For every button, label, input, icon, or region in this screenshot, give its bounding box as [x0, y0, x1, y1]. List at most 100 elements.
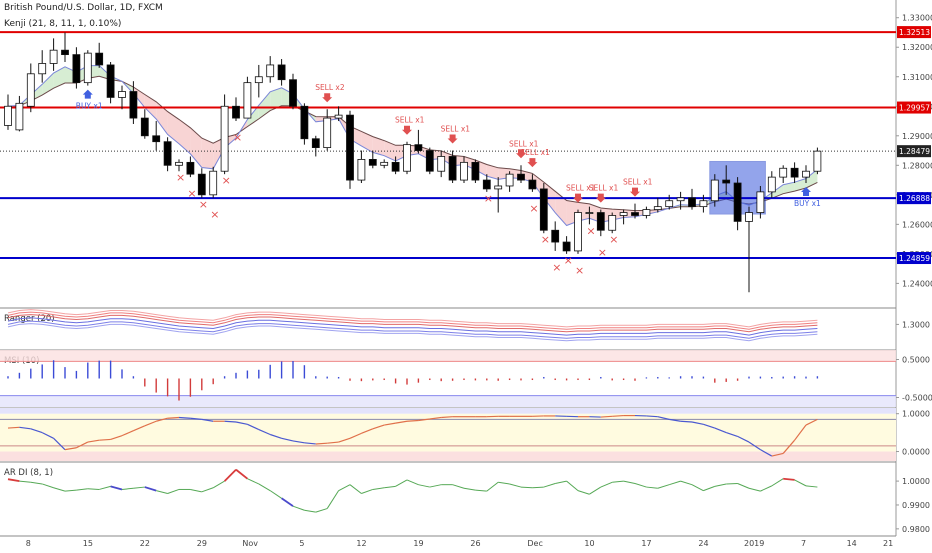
- x-tick-label: 17: [641, 539, 651, 548]
- candle-body: [700, 201, 707, 207]
- y-tick-label: 0.9900: [902, 501, 930, 510]
- candle-body: [176, 162, 183, 165]
- candle-body: [164, 142, 171, 166]
- sell-signal-label: SELL x1: [395, 116, 425, 125]
- chart-title: British Pound/U.S. Dollar, 1D, FXCM: [4, 3, 163, 13]
- y-tick-label: 1.28000: [902, 161, 932, 170]
- price-label: 1.32513: [899, 28, 930, 37]
- candle-body: [483, 180, 490, 189]
- ardi-segment: [407, 480, 418, 485]
- ardi-segment: [624, 481, 635, 483]
- sell-arrow-icon: [573, 194, 583, 203]
- y-tick-label: 1.31000: [902, 73, 932, 82]
- candle-body: [597, 213, 604, 231]
- candle-body: [278, 65, 285, 80]
- candle-body: [529, 180, 536, 189]
- ardi-segment: [42, 484, 53, 488]
- sell-arrow-icon: [596, 194, 606, 203]
- ardi-segment: [795, 480, 806, 486]
- sell-arrow-icon: [527, 158, 537, 167]
- candle-body: [50, 50, 57, 63]
- candle-body: [518, 174, 525, 180]
- candle-body: [609, 215, 616, 230]
- y-tick-label: 1.0000: [902, 410, 930, 419]
- ardi-segment: [54, 488, 65, 491]
- panel-title: AR DI (8, 1): [4, 468, 53, 478]
- candle-body: [16, 103, 23, 130]
- ardi-segment: [703, 486, 714, 490]
- candle-body: [141, 118, 148, 136]
- ardi-segment: [327, 491, 338, 509]
- candle-body: [84, 53, 91, 83]
- ranger-line: [8, 312, 817, 329]
- price-label: 1.26888: [899, 194, 930, 203]
- candle-body: [438, 156, 445, 171]
- candle-body: [358, 159, 365, 180]
- ardi-segment: [475, 490, 486, 491]
- candle-body: [335, 115, 342, 118]
- sell-arrow-icon: [448, 135, 458, 144]
- x-tick-label: 8: [26, 539, 31, 548]
- ardi-segment: [612, 481, 623, 482]
- x-tick-label: 2019: [744, 539, 764, 548]
- sell-signal-label: SELL x1: [520, 148, 550, 157]
- candle-body: [130, 92, 137, 119]
- x-mark-icon: ×: [233, 131, 242, 144]
- x-tick-label: 26: [470, 539, 480, 548]
- ardi-segment: [521, 487, 532, 488]
- sell-arrow-icon: [630, 188, 640, 197]
- kenji-cloud-segment: [487, 165, 498, 180]
- candle-body: [746, 213, 753, 222]
- ardi-segment: [669, 481, 680, 485]
- ardi-segment: [88, 489, 99, 490]
- candle-body: [426, 151, 433, 172]
- x-tick-label: 21: [883, 539, 893, 548]
- candle-body: [381, 162, 388, 165]
- x-mark-icon: ×: [210, 208, 219, 221]
- ardi-segment: [190, 489, 201, 491]
- candle-body: [666, 201, 673, 207]
- price-label: 1.24859: [899, 254, 930, 263]
- y-tick-label: 1.32000: [902, 43, 932, 52]
- ardi-segment: [396, 480, 407, 486]
- candle-body: [39, 63, 46, 73]
- candle-body: [5, 106, 12, 125]
- candle-body: [244, 83, 251, 118]
- candle-body: [347, 115, 354, 180]
- x-tick-label: 14: [847, 539, 857, 548]
- y-tick-label: 1.24000: [902, 279, 932, 288]
- tdi-segment: [179, 417, 190, 418]
- candle-body: [723, 180, 730, 183]
- ardi-segment: [156, 491, 167, 494]
- y-tick-label: 0.0000: [902, 448, 930, 457]
- ardi-segment: [510, 484, 521, 487]
- candle-body: [267, 65, 274, 77]
- tdi-segment: [601, 416, 612, 417]
- sell-signal-label: SELL x1: [623, 178, 653, 187]
- ardi-segment: [384, 486, 395, 487]
- y-tick-label: 1.33000: [902, 14, 932, 23]
- ranger-line: [8, 315, 817, 332]
- y-tick-label: 1.3000: [902, 320, 930, 329]
- candle-body: [791, 168, 798, 177]
- ardi-segment: [738, 483, 749, 488]
- ardi-segment: [213, 481, 224, 488]
- ardi-segment: [453, 485, 464, 489]
- candle-body: [392, 162, 399, 171]
- x-tick-label: 7: [801, 539, 806, 548]
- candle-body: [415, 145, 422, 151]
- candle-body: [734, 183, 741, 221]
- candle-body: [803, 171, 810, 177]
- ardi-segment: [339, 485, 350, 491]
- candle-body: [404, 145, 411, 172]
- ardi-segment: [555, 481, 566, 483]
- ardi-segment: [430, 485, 441, 487]
- tdi-segment: [681, 421, 692, 422]
- candle-body: [461, 162, 468, 180]
- tdi-segment: [407, 420, 418, 421]
- indicator-label: Kenji (21, 8, 11, 1, 0.10%): [4, 19, 121, 29]
- y-tick-label: 0.5000: [902, 356, 930, 365]
- candle-body: [575, 213, 582, 251]
